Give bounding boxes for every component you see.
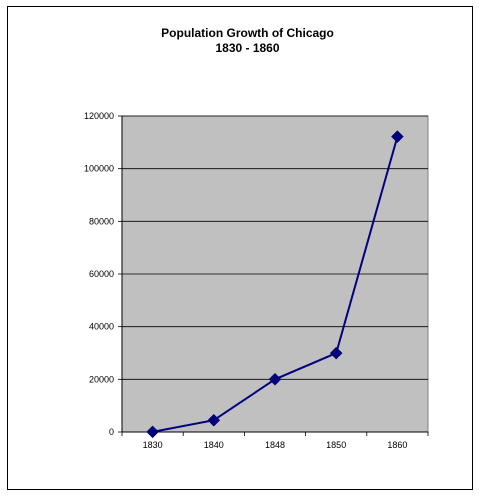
chart-title-line1: Population Growth of Chicago (161, 26, 334, 40)
data-point-marker (207, 413, 221, 427)
y-tick-label: 40000 (89, 322, 114, 332)
y-tick-label: 60000 (89, 269, 114, 279)
x-tick-label: 1850 (326, 440, 346, 450)
data-point-marker (268, 372, 282, 386)
y-tick-label: 80000 (89, 216, 114, 226)
y-tick-label: 120000 (84, 111, 114, 121)
y-tick-label: 100000 (84, 164, 114, 174)
data-point-marker (329, 346, 343, 360)
data-point-marker (391, 130, 404, 143)
x-tick-label: 1860 (387, 440, 407, 450)
x-tick-label: 1830 (143, 440, 163, 450)
data-point-marker (146, 425, 159, 439)
x-tick-label: 1848 (265, 440, 285, 450)
x-tick-label: 1840 (204, 440, 224, 450)
chart-title: Population Growth of Chicago 1830 - 1860 (0, 26, 481, 56)
chart-title-line2: 1830 - 1860 (215, 41, 280, 55)
y-tick-label: 0 (109, 427, 114, 437)
y-tick-label: 20000 (89, 374, 114, 384)
